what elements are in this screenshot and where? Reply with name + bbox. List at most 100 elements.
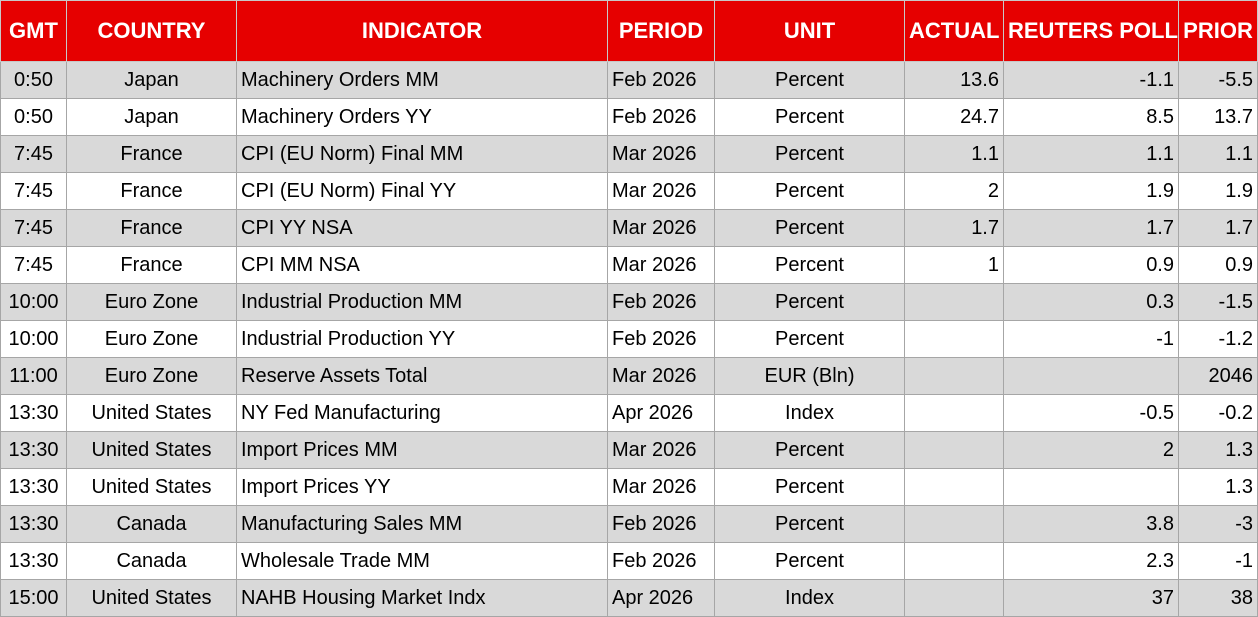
cell-indicator: NAHB Housing Market Indx xyxy=(236,579,608,617)
cell-country: Euro Zone xyxy=(66,357,237,395)
cell-period: Feb 2026 xyxy=(607,320,715,358)
cell-indicator: CPI (EU Norm) Final MM xyxy=(236,135,608,173)
cell-period: Mar 2026 xyxy=(607,209,715,247)
header-period: PERIOD xyxy=(607,0,715,62)
cell-reuters-poll: 0.9 xyxy=(1003,246,1179,284)
cell-period: Mar 2026 xyxy=(607,246,715,284)
cell-indicator: CPI (EU Norm) Final YY xyxy=(236,172,608,210)
table-row: 10:00 Euro Zone Industrial Production MM Fe… xyxy=(0,283,1258,321)
table-row: 7:45 France CPI (EU Norm) Final MM Mar 2026… xyxy=(0,135,1258,173)
header-gmt: GMT xyxy=(0,0,67,62)
cell-period: Mar 2026 xyxy=(607,135,715,173)
cell-indicator: CPI YY NSA xyxy=(236,209,608,247)
cell-reuters-poll: 8.5 xyxy=(1003,98,1179,136)
cell-unit: Percent xyxy=(714,542,905,580)
cell-reuters-poll: -0.5 xyxy=(1003,394,1179,432)
cell-gmt: 7:45 xyxy=(0,246,67,284)
cell-period: Feb 2026 xyxy=(607,98,715,136)
cell-gmt: 11:00 xyxy=(0,357,67,395)
table-row: 13:30 Canada Manufacturing Sales MM Feb 202… xyxy=(0,505,1258,543)
cell-gmt: 0:50 xyxy=(0,98,67,136)
cell-unit: Percent xyxy=(714,505,905,543)
cell-gmt: 10:00 xyxy=(0,283,67,321)
cell-actual xyxy=(904,468,1004,506)
cell-reuters-poll: 0.3 xyxy=(1003,283,1179,321)
header-unit: UNIT xyxy=(714,0,905,62)
table-row: 7:45 France CPI (EU Norm) Final YY Mar 2026… xyxy=(0,172,1258,210)
header-row: GMT COUNTRY INDICATOR PERIOD UNIT ACTUAL… xyxy=(0,0,1258,62)
cell-gmt: 13:30 xyxy=(0,542,67,580)
cell-unit: Percent xyxy=(714,61,905,99)
table-row: 7:45 France CPI YY NSA Mar 2026 Percent 1.7 1.… xyxy=(0,209,1258,247)
cell-period: Apr 2026 xyxy=(607,579,715,617)
table-row: 15:00 United States NAHB Housing Market In… xyxy=(0,579,1258,617)
cell-reuters-poll xyxy=(1003,468,1179,506)
cell-country: United States xyxy=(66,394,237,432)
cell-actual xyxy=(904,579,1004,617)
cell-reuters-poll: -1 xyxy=(1003,320,1179,358)
cell-period: Mar 2026 xyxy=(607,431,715,469)
cell-unit: Percent xyxy=(714,468,905,506)
cell-reuters-poll xyxy=(1003,357,1179,395)
cell-country: Euro Zone xyxy=(66,320,237,358)
cell-actual: 24.7 xyxy=(904,98,1004,136)
cell-period: Feb 2026 xyxy=(607,505,715,543)
cell-actual: 1.1 xyxy=(904,135,1004,173)
cell-indicator: NY Fed Manufacturing xyxy=(236,394,608,432)
cell-reuters-poll: 1.1 xyxy=(1003,135,1179,173)
cell-gmt: 7:45 xyxy=(0,209,67,247)
cell-prior: 1.7 xyxy=(1178,209,1258,247)
cell-reuters-poll: 2.3 xyxy=(1003,542,1179,580)
cell-actual xyxy=(904,431,1004,469)
table-row: 0:50 Japan Machinery Orders YY Feb 2026 Perc… xyxy=(0,98,1258,136)
cell-indicator: Industrial Production YY xyxy=(236,320,608,358)
cell-prior: 1.3 xyxy=(1178,468,1258,506)
cell-actual: 1 xyxy=(904,246,1004,284)
cell-unit: Percent xyxy=(714,98,905,136)
cell-period: Mar 2026 xyxy=(607,357,715,395)
cell-country: Japan xyxy=(66,98,237,136)
cell-period: Mar 2026 xyxy=(607,172,715,210)
cell-indicator: Machinery Orders YY xyxy=(236,98,608,136)
cell-actual xyxy=(904,283,1004,321)
cell-country: Euro Zone xyxy=(66,283,237,321)
cell-reuters-poll: 1.7 xyxy=(1003,209,1179,247)
cell-unit: Index xyxy=(714,394,905,432)
cell-indicator: Reserve Assets Total xyxy=(236,357,608,395)
cell-gmt: 0:50 xyxy=(0,61,67,99)
cell-country: France xyxy=(66,209,237,247)
cell-actual xyxy=(904,320,1004,358)
cell-indicator: CPI MM NSA xyxy=(236,246,608,284)
header-prior: PRIOR xyxy=(1178,0,1258,62)
cell-reuters-poll: 2 xyxy=(1003,431,1179,469)
cell-unit: Percent xyxy=(714,135,905,173)
cell-prior: -5.5 xyxy=(1178,61,1258,99)
cell-gmt: 7:45 xyxy=(0,172,67,210)
cell-indicator: Industrial Production MM xyxy=(236,283,608,321)
cell-gmt: 15:00 xyxy=(0,579,67,617)
cell-indicator: Machinery Orders MM xyxy=(236,61,608,99)
cell-actual xyxy=(904,505,1004,543)
table-row: 0:50 Japan Machinery Orders MM Feb 2026 Perc… xyxy=(0,61,1258,99)
cell-country: France xyxy=(66,246,237,284)
cell-prior: -3 xyxy=(1178,505,1258,543)
table-row: 13:30 United States NY Fed Manufacturing Ap… xyxy=(0,394,1258,432)
cell-unit: EUR (Bln) xyxy=(714,357,905,395)
cell-country: United States xyxy=(66,431,237,469)
cell-actual xyxy=(904,357,1004,395)
table-row: 10:00 Euro Zone Industrial Production YY Fe… xyxy=(0,320,1258,358)
cell-indicator: Import Prices YY xyxy=(236,468,608,506)
cell-period: Mar 2026 xyxy=(607,468,715,506)
cell-reuters-poll: 3.8 xyxy=(1003,505,1179,543)
cell-gmt: 13:30 xyxy=(0,468,67,506)
table-row: 11:00 Euro Zone Reserve Assets Total Mar 20… xyxy=(0,357,1258,395)
cell-gmt: 13:30 xyxy=(0,505,67,543)
header-country: COUNTRY xyxy=(66,0,237,62)
cell-prior: 1.1 xyxy=(1178,135,1258,173)
table-row: 13:30 Canada Wholesale Trade MM Feb 2026 Per… xyxy=(0,542,1258,580)
cell-period: Feb 2026 xyxy=(607,61,715,99)
cell-actual: 13.6 xyxy=(904,61,1004,99)
cell-unit: Percent xyxy=(714,283,905,321)
table-row: 13:30 United States Import Prices MM Mar 20… xyxy=(0,431,1258,469)
